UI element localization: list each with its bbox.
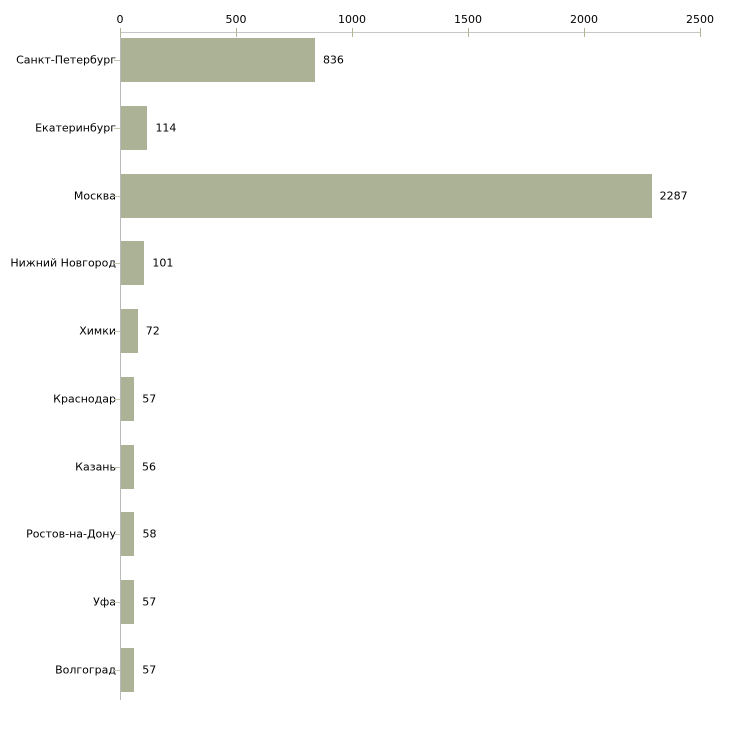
bar-value-label: 114 (155, 121, 177, 135)
bar (121, 38, 315, 82)
x-tick-label: 1500 (454, 13, 482, 26)
bar (121, 309, 138, 354)
category-tick-mark (114, 602, 120, 604)
bar (121, 580, 135, 625)
x-tick-mark (352, 28, 353, 37)
bar-value-label: 72 (145, 324, 160, 338)
bar-value-label: 57 (142, 392, 157, 406)
bar (121, 376, 135, 421)
bar (121, 173, 652, 218)
category-label: Ростов-на-Дону (26, 527, 116, 541)
x-tick-mark (236, 28, 237, 37)
bar-value-label: 2287 (659, 189, 688, 203)
category-label: Нижний Новгород (10, 256, 116, 270)
category-tick-mark (114, 263, 120, 265)
category-label: Екатеринбург (35, 121, 116, 135)
category-label: Москва (73, 189, 116, 203)
bar-value-label: 56 (141, 460, 156, 474)
x-tick-mark (468, 28, 469, 37)
category-label: Казань (75, 460, 116, 474)
x-tick-label: 1000 (338, 13, 366, 26)
category-tick-mark (114, 195, 120, 197)
category-tick-mark (114, 466, 120, 468)
category-label: Санкт-Петербург (16, 53, 116, 67)
bar-value-label: 57 (142, 663, 157, 677)
x-tick-label: 500 (225, 13, 247, 26)
bar-value-label: 101 (152, 256, 174, 270)
bar (121, 241, 145, 286)
x-tick-label: 0 (116, 13, 124, 26)
bar (121, 444, 134, 489)
bar-value-label: 58 (142, 527, 157, 541)
category-tick-mark (114, 534, 120, 536)
category-tick-mark (114, 398, 120, 400)
category-label: Волгоград (55, 663, 116, 677)
x-tick-mark (700, 28, 701, 37)
category-tick-mark (114, 670, 120, 671)
category-label: Краснодар (53, 392, 116, 406)
bar-value-label: 57 (142, 595, 157, 609)
category-tick-mark (114, 127, 120, 129)
bar (121, 105, 148, 150)
x-axis-line (120, 32, 701, 33)
bar (121, 512, 135, 557)
category-tick-mark (114, 60, 120, 61)
x-tick-mark (584, 28, 585, 37)
category-tick-mark (114, 331, 120, 333)
category-label: Химки (79, 324, 116, 338)
y-axis-line (120, 32, 121, 700)
x-tick-label: 2000 (570, 13, 598, 26)
bar-value-label: 836 (322, 53, 344, 67)
category-label: Уфа (93, 595, 116, 609)
x-tick-mark (120, 28, 121, 37)
x-tick-label: 2500 (686, 13, 714, 26)
bar (121, 648, 135, 692)
